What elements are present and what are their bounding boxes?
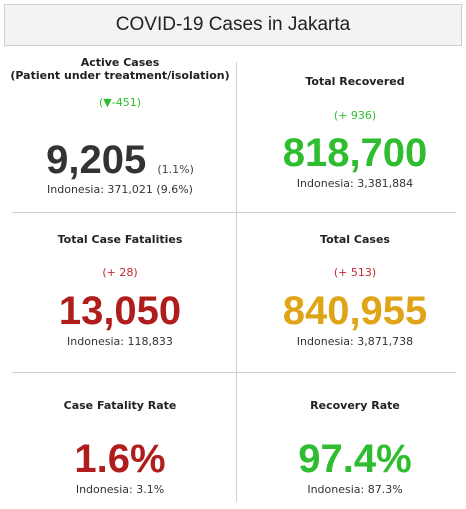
card-national: Indonesia: 371,021 (9.6%) (47, 183, 193, 196)
card-value: 13,050 (58, 289, 182, 333)
card-value: 818,700 (282, 131, 428, 175)
divider (236, 62, 237, 502)
card-national: Indonesia: 3,381,884 (296, 177, 414, 190)
card-national: Indonesia: 3,871,738 (296, 335, 414, 348)
card-value: 1.6% (74, 437, 166, 481)
card-sublabel: (Patient under treatment/isolation) (10, 69, 230, 82)
card-value: 9,205 (46, 138, 147, 182)
card-national: Indonesia: 87.3% (307, 483, 403, 496)
card-change: (+ 28) (102, 266, 138, 279)
page-title: COVID-19 Cases in Jakarta (4, 4, 462, 46)
card-national: Indonesia: 118,833 (67, 335, 173, 348)
card-value: 840,955 (282, 289, 428, 333)
card-change: (+ 936) (333, 109, 377, 122)
card-label: Total Cases (320, 233, 390, 246)
card-national: Indonesia: 3.1% (75, 483, 165, 496)
card-label: Total Case Fatalities (57, 233, 183, 246)
card-label: Active Cases (80, 56, 160, 69)
divider (12, 212, 456, 213)
divider (12, 372, 456, 373)
card-label: Total Recovered (305, 75, 405, 88)
card-change: (▼-451) (98, 96, 141, 109)
card-label: Case Fatality Rate (63, 399, 177, 412)
card-value-note: (1.1%) (157, 163, 194, 176)
card-value-row: 9,205 (1.1%) (8, 138, 232, 192)
card-value: 97.4% (298, 437, 412, 481)
card-change: (+ 513) (333, 266, 377, 279)
card-label: Recovery Rate (310, 399, 400, 412)
